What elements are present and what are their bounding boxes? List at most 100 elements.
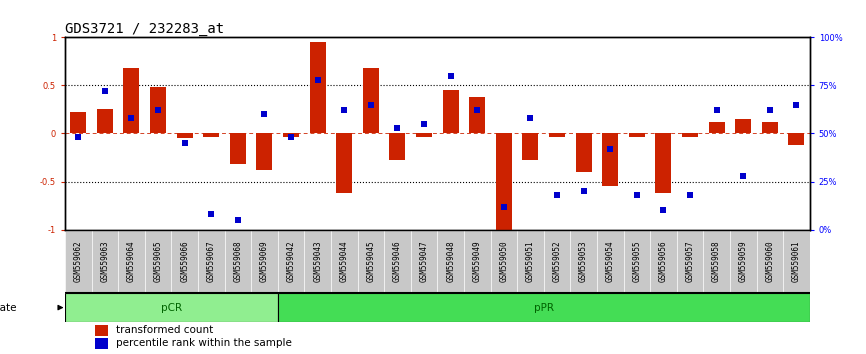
- Bar: [549, 133, 565, 137]
- Bar: [629, 133, 645, 137]
- Bar: [251, 230, 278, 293]
- Bar: [757, 230, 783, 293]
- Bar: [145, 230, 171, 293]
- Point: [257, 112, 271, 117]
- Bar: [150, 87, 166, 133]
- Bar: [304, 230, 331, 293]
- Text: GSM559048: GSM559048: [446, 240, 456, 282]
- Text: GSM559066: GSM559066: [180, 240, 189, 282]
- Bar: [437, 230, 464, 293]
- Text: GSM559055: GSM559055: [632, 240, 642, 282]
- Text: GSM559046: GSM559046: [393, 240, 402, 282]
- Text: GSM559063: GSM559063: [100, 240, 109, 282]
- Bar: [576, 133, 591, 172]
- Bar: [544, 230, 571, 293]
- Point: [231, 217, 245, 223]
- Bar: [256, 133, 273, 170]
- Bar: [94, 325, 108, 336]
- Bar: [783, 230, 810, 293]
- Point: [204, 211, 218, 217]
- Text: transformed count: transformed count: [115, 325, 213, 335]
- Text: GSM559042: GSM559042: [287, 240, 295, 282]
- Bar: [650, 230, 676, 293]
- Bar: [171, 230, 198, 293]
- Point: [550, 192, 564, 198]
- Text: GSM559050: GSM559050: [500, 240, 508, 282]
- Bar: [97, 109, 113, 133]
- Bar: [385, 230, 410, 293]
- Bar: [331, 230, 358, 293]
- Point: [470, 108, 484, 113]
- Text: GSM559051: GSM559051: [526, 240, 535, 282]
- Bar: [177, 133, 192, 138]
- Point: [736, 173, 750, 179]
- Bar: [730, 230, 757, 293]
- Bar: [410, 230, 437, 293]
- Point: [98, 88, 112, 94]
- Text: GSM559067: GSM559067: [207, 240, 216, 282]
- Bar: [464, 230, 490, 293]
- Text: GSM559056: GSM559056: [659, 240, 668, 282]
- Bar: [204, 133, 219, 137]
- Text: GSM559058: GSM559058: [712, 240, 721, 282]
- Point: [656, 207, 670, 213]
- Bar: [358, 230, 385, 293]
- Bar: [390, 133, 405, 160]
- Point: [763, 108, 777, 113]
- Bar: [522, 133, 539, 160]
- Text: GSM559049: GSM559049: [473, 240, 481, 282]
- Text: GSM559059: GSM559059: [739, 240, 747, 282]
- Bar: [310, 42, 326, 133]
- Bar: [490, 230, 517, 293]
- Bar: [416, 133, 432, 137]
- Bar: [363, 68, 378, 133]
- Point: [338, 108, 352, 113]
- Point: [790, 102, 804, 107]
- Bar: [656, 133, 671, 193]
- Text: GSM559069: GSM559069: [260, 240, 269, 282]
- Bar: [70, 112, 87, 133]
- Bar: [198, 230, 224, 293]
- Text: pPR: pPR: [533, 303, 553, 313]
- Text: GSM559043: GSM559043: [313, 240, 322, 282]
- Text: GSM559052: GSM559052: [553, 240, 561, 282]
- Point: [443, 73, 457, 79]
- Bar: [118, 230, 145, 293]
- Point: [577, 188, 591, 194]
- Point: [391, 125, 404, 131]
- Bar: [788, 133, 805, 145]
- Text: GSM559053: GSM559053: [579, 240, 588, 282]
- Bar: [597, 230, 624, 293]
- Text: GSM559047: GSM559047: [419, 240, 429, 282]
- Point: [497, 204, 511, 210]
- Point: [417, 121, 431, 127]
- Point: [151, 108, 165, 113]
- Bar: [602, 133, 618, 186]
- Text: pCR: pCR: [161, 303, 182, 313]
- Text: disease state: disease state: [0, 303, 16, 313]
- Point: [284, 135, 298, 140]
- Bar: [443, 90, 459, 133]
- Bar: [65, 293, 278, 322]
- Bar: [92, 230, 118, 293]
- Text: GSM559057: GSM559057: [686, 240, 695, 282]
- Bar: [278, 230, 304, 293]
- Bar: [496, 133, 512, 230]
- Point: [523, 115, 537, 121]
- Bar: [278, 293, 810, 322]
- Bar: [517, 230, 544, 293]
- Point: [683, 192, 697, 198]
- Text: GSM559068: GSM559068: [233, 240, 242, 282]
- Bar: [676, 230, 703, 293]
- Bar: [571, 230, 597, 293]
- Text: GSM559054: GSM559054: [605, 240, 615, 282]
- Point: [178, 140, 191, 146]
- Bar: [708, 122, 725, 133]
- Bar: [229, 133, 246, 164]
- Text: GSM559061: GSM559061: [792, 240, 801, 282]
- Text: GSM559064: GSM559064: [127, 240, 136, 282]
- Point: [71, 135, 85, 140]
- Point: [604, 146, 617, 152]
- Point: [311, 77, 325, 82]
- Bar: [336, 133, 352, 193]
